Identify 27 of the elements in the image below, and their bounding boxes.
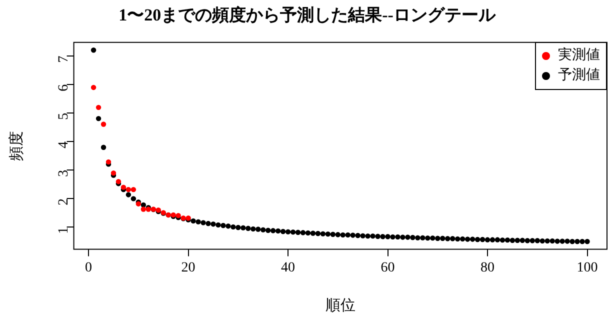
x-tick-label: 20 xyxy=(181,260,196,276)
point xyxy=(90,84,96,90)
x-tick-label: 0 xyxy=(85,260,92,276)
y-tick-label: 4 xyxy=(56,141,72,148)
x-tick-label: 80 xyxy=(480,260,495,276)
y-tick-label: 1 xyxy=(56,226,72,234)
x-tick-label: 100 xyxy=(576,260,598,276)
x-axis-title: 順位 xyxy=(325,296,356,314)
y-tick-label: 7 xyxy=(56,56,72,63)
y-axis-title: 頻度 xyxy=(8,130,25,161)
point xyxy=(120,184,126,190)
x-tick-label: 40 xyxy=(281,260,296,276)
y-tick-label: 5 xyxy=(56,112,72,120)
y-tick-label: 6 xyxy=(56,84,72,92)
legend-label: 予測値 xyxy=(558,68,600,84)
point xyxy=(140,206,146,212)
point xyxy=(130,186,136,192)
point xyxy=(126,186,132,192)
point xyxy=(96,104,102,110)
point xyxy=(110,170,116,176)
x-tick-label: 60 xyxy=(380,260,395,276)
point xyxy=(100,122,106,127)
y-tick-label: 2 xyxy=(56,198,72,206)
legend-label: 実測値 xyxy=(558,48,600,64)
chart-title: 1〜20までの頻度から予測した結果--ロングテール xyxy=(118,6,496,25)
y-tick-label: 3 xyxy=(56,170,72,177)
point xyxy=(106,159,112,165)
